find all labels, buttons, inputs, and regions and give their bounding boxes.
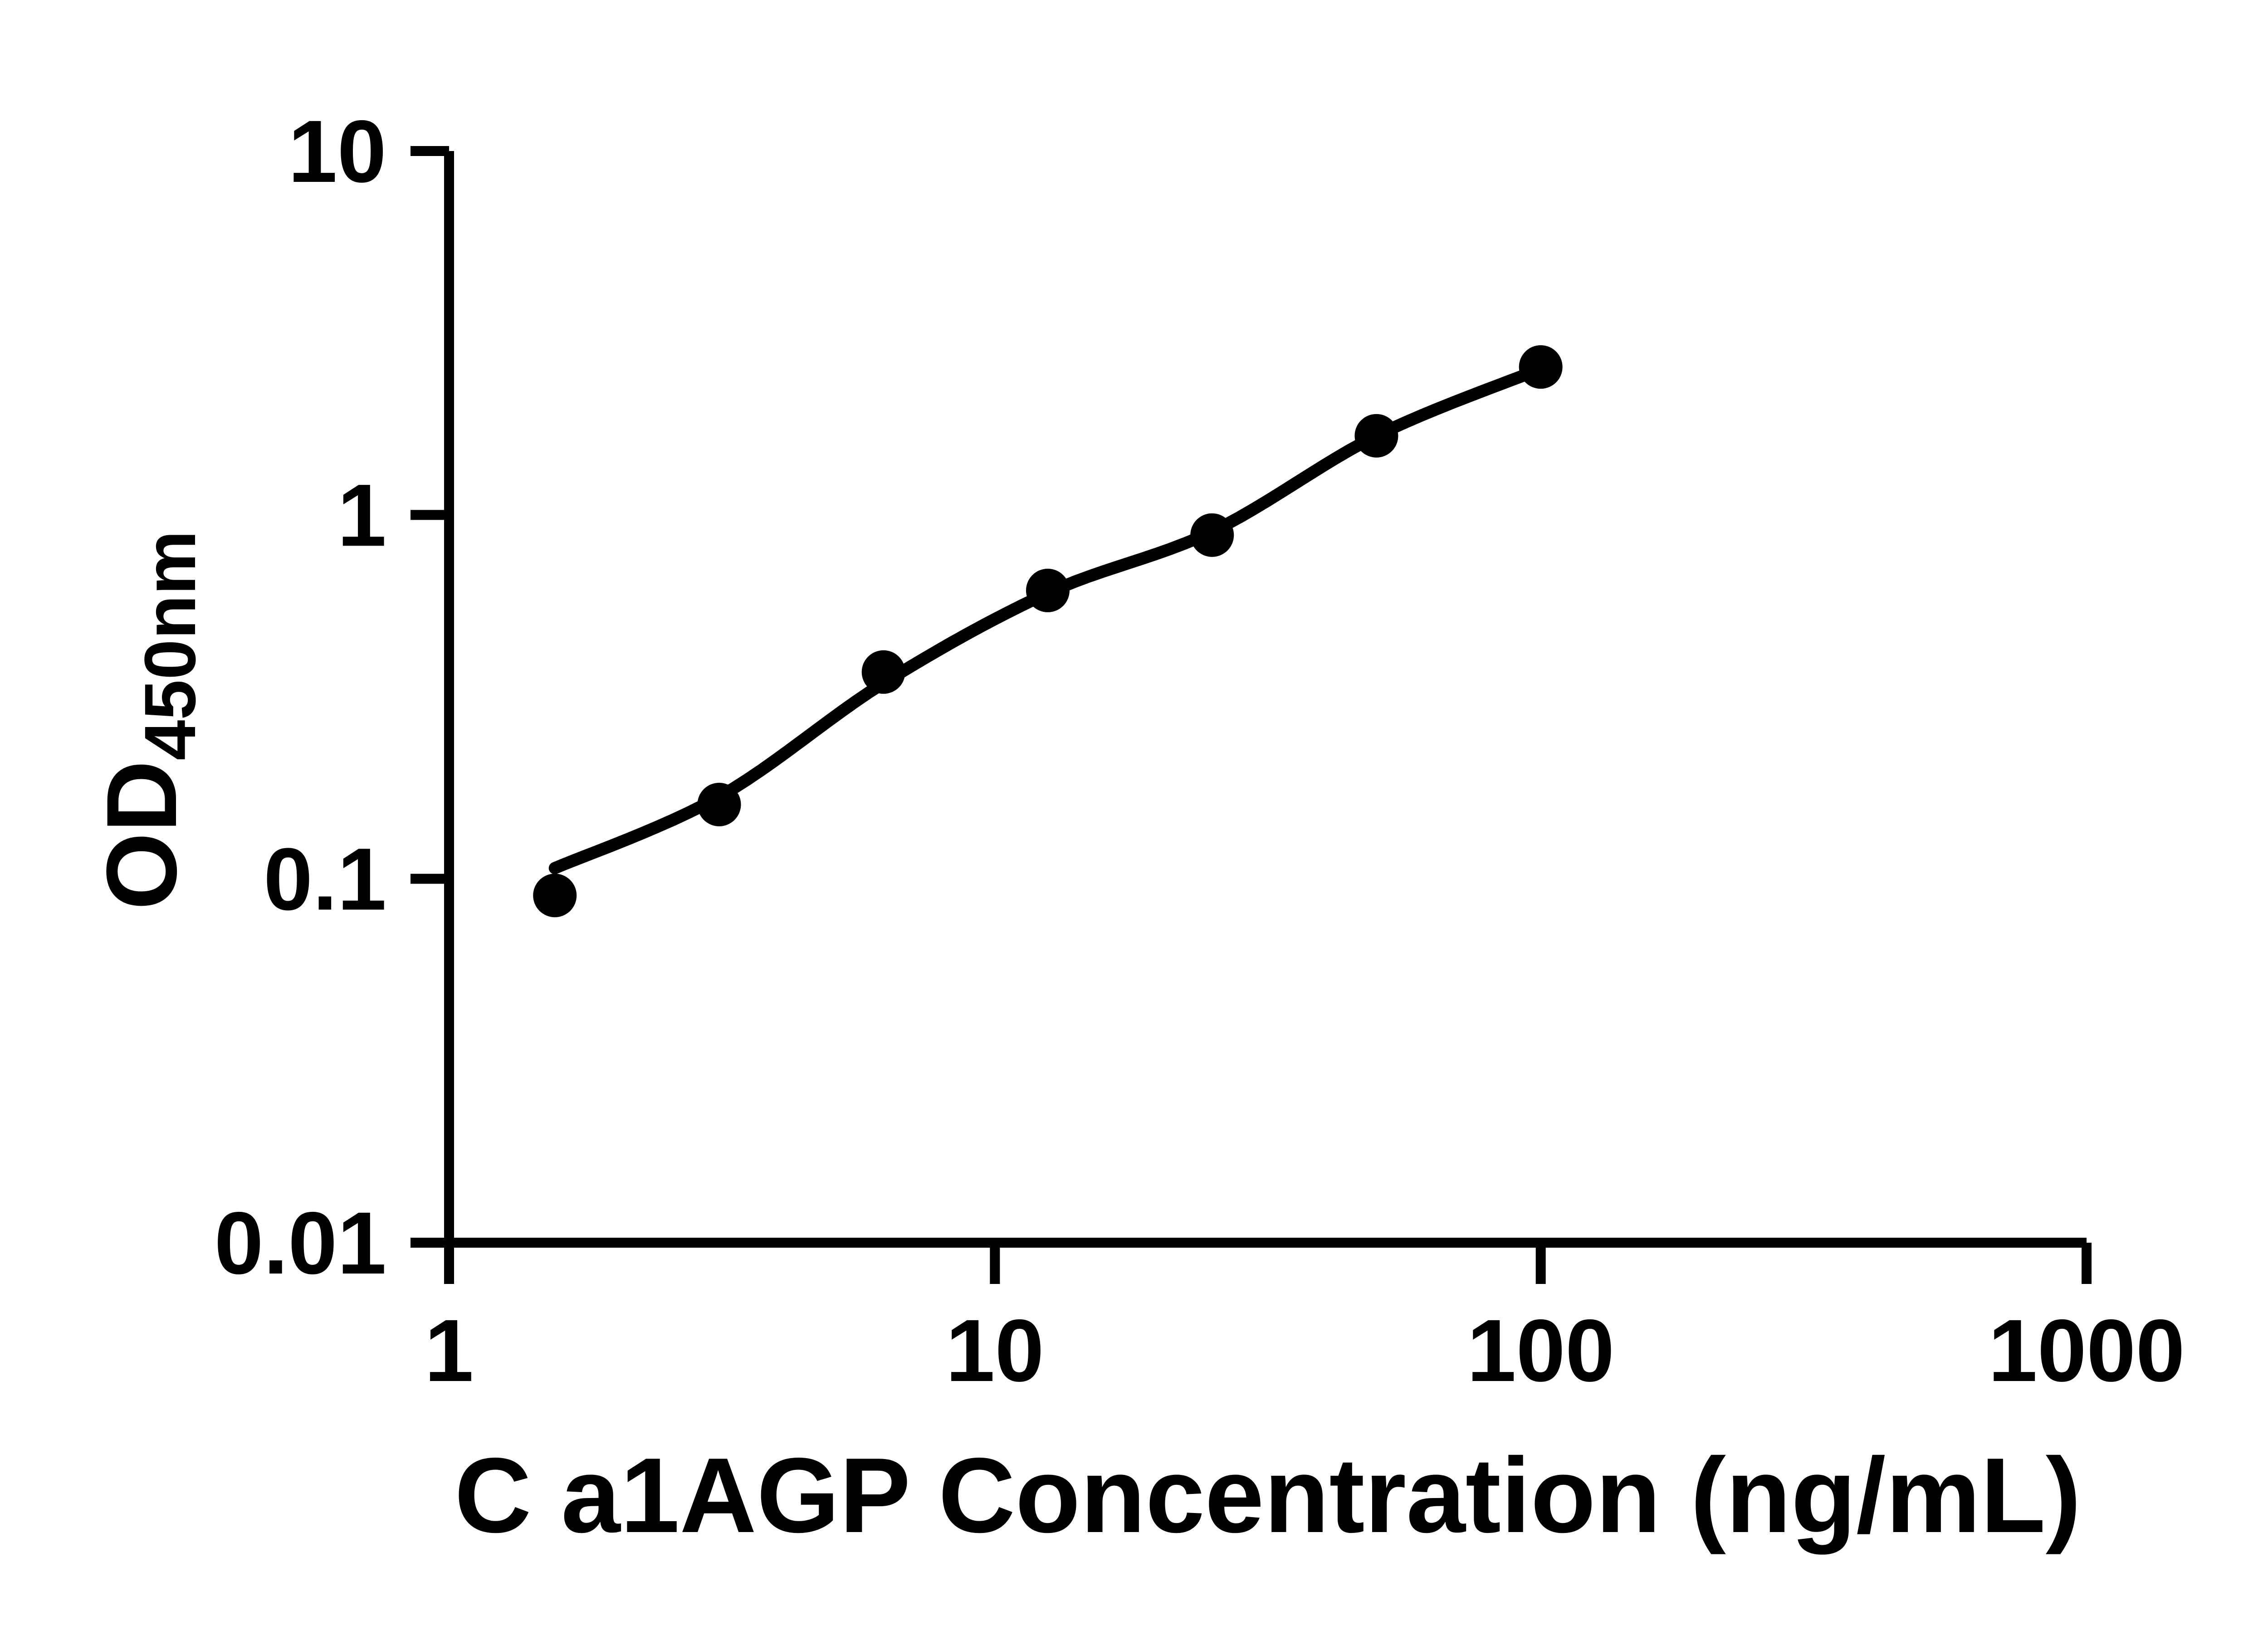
data-point-5 (1190, 513, 1234, 557)
y-tick-label-1: 1 (337, 466, 386, 565)
y-tick-label-0.1: 0.1 (264, 830, 386, 929)
data-point-3 (861, 650, 905, 694)
x-tick-label-1: 1 (425, 1301, 474, 1400)
x-axis-title: C a1AGP Concentration (ng/mL) (455, 1435, 2081, 1555)
data-point-7 (1519, 345, 1563, 389)
y-axis-title-main: OD (86, 760, 197, 910)
x-tick-label-100: 100 (1467, 1301, 1614, 1400)
tick-label-layer: 10 1 0.1 0.01 1 10 100 1000 (214, 102, 2185, 1400)
axes-layer (411, 146, 2092, 1284)
y-axis-title: OD450nm (86, 531, 210, 910)
x-tick-label-1000: 1000 (1988, 1301, 2185, 1400)
y-tick-label-0.01: 0.01 (214, 1194, 386, 1293)
y-tick-label-10: 10 (288, 102, 386, 201)
data-point-6 (1354, 414, 1398, 458)
data-point-1 (533, 874, 577, 918)
data-point-4 (1026, 568, 1070, 612)
x-tick-label-10: 10 (946, 1301, 1044, 1400)
marker-layer (533, 345, 1563, 918)
data-point-2 (697, 782, 741, 826)
y-axis-title-subscript: 450nm (129, 531, 210, 761)
